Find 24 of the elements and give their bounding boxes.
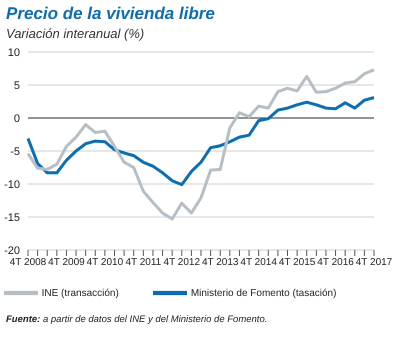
y-tick-label: -20 [4,244,20,257]
y-tick-label: 10 [8,46,20,59]
y-tick-label: -5 [10,146,20,158]
y-tick-label: 5 [14,80,20,92]
line-series [26,68,376,220]
chart-subtitle: Variación interanual (%) [6,26,144,41]
x-tick-label: 4T 2014 [240,257,278,268]
x-tick-label: 4T 2016 [317,257,354,268]
line-series [26,96,376,186]
x-tick-label: 4T 2017 [356,257,393,268]
y-tick-label: -15 [4,212,20,224]
x-tick-label: 4T 2011 [125,257,162,268]
x-tick-label: 4T 2009 [48,257,86,268]
x-tick-label: 4T 2013 [202,257,239,268]
legend-label: INE (transacción) [42,288,119,299]
source-note: Fuente: a partir de datos del INE y del Ministerio de Fomento. [6,314,268,325]
x-tick-label: 4T 2012 [164,257,200,268]
y-tick-label: 0 [14,112,20,125]
x-tick-label: 4T 2015 [278,257,316,268]
chart-title: Precio de la vivienda libre [6,4,215,24]
x-tick-label: 4T 2010 [86,257,124,268]
legend-label: Ministerio de Fomento (tasación) [190,288,336,299]
y-tick-label: -10 [4,178,20,191]
x-tick-label: 4T 2008 [10,257,47,268]
